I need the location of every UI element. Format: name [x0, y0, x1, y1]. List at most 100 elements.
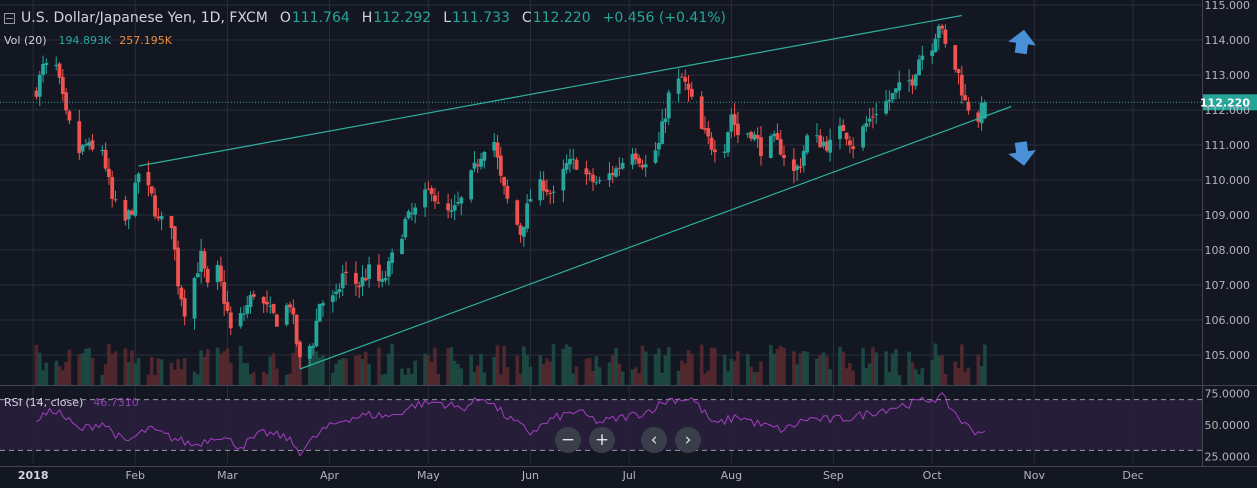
grid	[0, 0, 1257, 467]
time-tick-label: 2018	[18, 469, 49, 482]
candle-body	[103, 149, 108, 169]
volume-bar	[769, 345, 773, 385]
volume-bar	[44, 362, 49, 385]
volume-bar	[268, 356, 273, 385]
candle-body	[818, 135, 823, 148]
candle-body	[314, 320, 319, 347]
volume-bar	[913, 369, 918, 385]
volume-bar	[874, 352, 879, 385]
candle-body	[123, 199, 128, 221]
volume-bar	[334, 363, 338, 385]
volume-bar	[242, 363, 246, 385]
scroll-left-button[interactable]: ‹	[641, 427, 667, 453]
candle-body	[449, 210, 454, 212]
zoom-out-button[interactable]: −	[555, 427, 581, 453]
candle-body	[821, 142, 826, 147]
candle-body	[344, 271, 348, 273]
candle-body	[656, 143, 661, 150]
candle-body	[110, 177, 115, 199]
volume-bar	[245, 363, 250, 385]
time-tick-label: Jun	[521, 469, 539, 482]
last-price-badge	[1203, 94, 1257, 111]
price-tick-label: 110.000	[1205, 174, 1251, 187]
volume-bar	[805, 351, 809, 385]
candle-body	[847, 140, 852, 146]
volume-bar	[357, 354, 361, 385]
volume-bar	[936, 355, 941, 385]
nav-gap	[623, 427, 633, 453]
volume-bar	[637, 373, 641, 385]
volume-bar	[772, 353, 776, 385]
volume-bar	[680, 360, 684, 385]
candle-body	[864, 123, 869, 127]
volume-bar	[801, 350, 806, 385]
candle-body	[689, 88, 694, 97]
candle-body	[242, 313, 246, 315]
price-tick-label: 108.000	[1205, 244, 1251, 257]
volume-bar	[426, 355, 431, 385]
volume-bar	[610, 355, 615, 385]
high-value: 112.292	[373, 10, 432, 26]
zoom-in-button[interactable]: +	[589, 427, 615, 453]
volume-bar	[228, 362, 233, 385]
scroll-right-button[interactable]: ›	[675, 427, 701, 453]
volume-bar	[848, 363, 852, 385]
volume-bar	[825, 356, 829, 385]
candle-body	[413, 207, 418, 215]
volume-bar	[202, 357, 207, 385]
candle-body	[37, 74, 42, 97]
candle-body	[90, 140, 95, 150]
candle-body	[136, 173, 141, 183]
volume-bar	[196, 374, 200, 385]
volume-bar	[363, 351, 368, 385]
volume-bar	[261, 371, 266, 385]
volume-bar	[821, 352, 826, 385]
candle-body	[617, 167, 622, 169]
volume-bar	[933, 343, 938, 385]
candle-body	[225, 302, 230, 311]
candle-body	[265, 301, 269, 305]
volume-bar	[732, 360, 737, 385]
volume-bar	[172, 370, 177, 385]
trendline-upper	[138, 14, 962, 167]
volume-label: Vol (20)	[4, 34, 47, 47]
candle-body	[330, 295, 335, 303]
candle-body	[703, 128, 707, 130]
candle-body	[403, 218, 408, 238]
candle-body	[60, 76, 65, 95]
candle-body	[633, 153, 638, 160]
candle-body	[363, 278, 368, 281]
volume-bar	[713, 348, 717, 385]
volume-bar	[686, 350, 691, 385]
candle-body	[436, 202, 441, 204]
volume-bar	[729, 358, 734, 385]
candle-body	[44, 63, 49, 66]
volume-bar	[795, 364, 799, 385]
volume-bar	[84, 348, 88, 385]
volume-bar	[149, 357, 154, 385]
volume-bars	[34, 343, 987, 385]
candle-body	[495, 142, 500, 158]
candle-body	[64, 92, 69, 111]
candle-body	[930, 50, 935, 56]
open-value: 111.764	[291, 10, 350, 26]
volume-bar	[525, 355, 529, 385]
volume-bar	[133, 363, 138, 385]
volume-bar	[759, 361, 763, 385]
arrow-up-icon	[1008, 29, 1036, 55]
collapse-icon[interactable]	[4, 12, 15, 24]
volume-bar	[387, 353, 391, 385]
volume-bar	[153, 374, 157, 385]
candle-body	[976, 112, 981, 122]
candle-body	[897, 82, 902, 91]
candle-body	[492, 142, 497, 151]
candle-body	[498, 155, 503, 176]
candle-body	[706, 128, 711, 137]
volume-bar	[429, 361, 434, 385]
volume-bar	[634, 367, 638, 385]
volume-bar	[663, 355, 668, 385]
rsi-value: 46.7310	[93, 396, 139, 409]
volume-bar	[844, 368, 849, 385]
volume-bar	[205, 349, 210, 385]
